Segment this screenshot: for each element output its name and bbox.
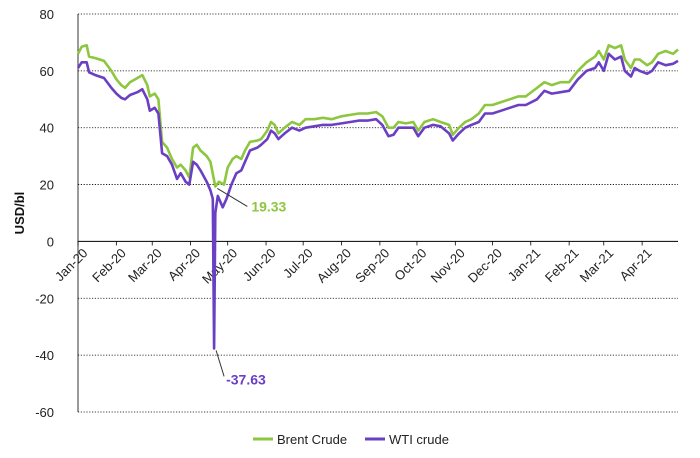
series-line-wti-crude: [76, 52, 679, 350]
x-tick-label: Sep-20: [352, 245, 392, 285]
x-tick-label: Mar-20: [125, 245, 165, 285]
annotation-leader: [215, 350, 225, 377]
x-tick-label: Oct-20: [391, 245, 429, 283]
series-lines: [76, 43, 679, 350]
x-tick-label: Feb-21: [542, 245, 582, 285]
y-tick-label: -20: [35, 291, 54, 306]
y-tick-label: -40: [35, 348, 54, 363]
x-tick-label: Jan-20: [52, 245, 91, 284]
x-tick-label: Apr-20: [165, 245, 203, 283]
y-tick-label: -60: [35, 405, 54, 420]
x-tick-label: Apr-21: [616, 245, 654, 283]
x-tick-label: May-20: [199, 245, 240, 286]
x-tick-label: Jul-20: [280, 245, 316, 281]
y-axis-ticks: -60 -40 -20 0 20 40 60 80: [35, 7, 54, 420]
x-tick-label: Dec-20: [465, 245, 505, 285]
x-tick-label: Aug-20: [314, 245, 354, 285]
y-axis-label: USD/bl: [12, 192, 27, 235]
x-tick-label: Jun-20: [240, 245, 279, 284]
legend: Brent Crude WTI crude: [253, 432, 449, 447]
y-tick-label: 60: [40, 64, 54, 79]
x-tick-label: Feb-20: [89, 245, 129, 285]
x-tick-label: Mar-21: [577, 245, 617, 285]
annotation-label: -37.63: [226, 371, 266, 387]
gridlines: [78, 13, 678, 413]
series-line-brent-crude: [76, 43, 679, 188]
legend-entry: WTI crude: [389, 432, 449, 447]
legend-entry: Brent Crude: [277, 432, 347, 447]
y-tick-label: 80: [40, 7, 54, 22]
annotations: 19.33 -37.63: [215, 188, 287, 387]
annotation-leader: [217, 188, 248, 207]
x-tick-label: Jan-21: [505, 245, 544, 284]
annotation-label: 19.33: [251, 198, 286, 214]
y-tick-label: 40: [40, 121, 54, 136]
y-tick-label: 0: [47, 234, 54, 249]
x-tick-label: Nov-20: [428, 245, 468, 285]
y-tick-label: 20: [40, 178, 54, 193]
